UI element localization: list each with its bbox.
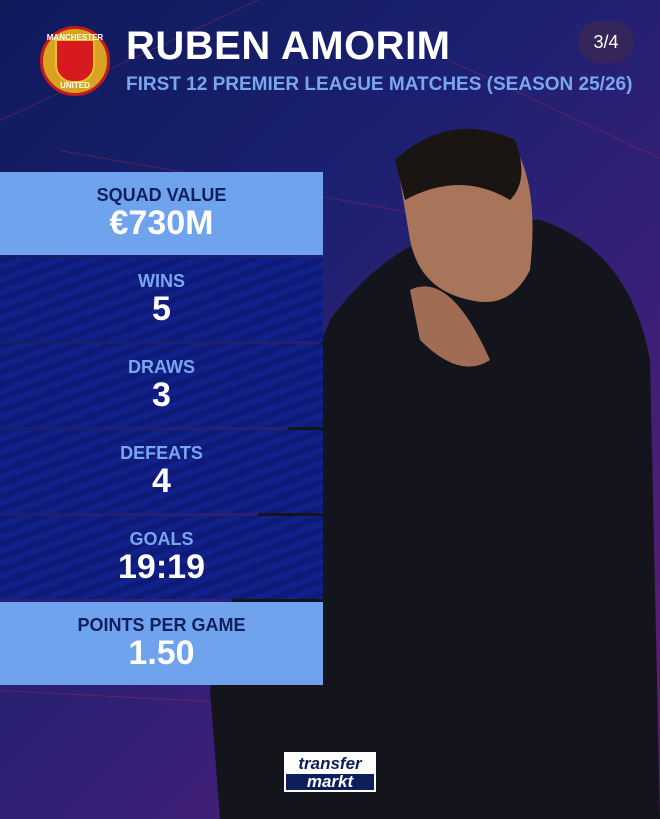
stat-value: €730M: [109, 204, 214, 243]
page-title: RUBEN AMORIM: [126, 24, 451, 68]
logo-line2: markt: [306, 772, 354, 791]
stat-points-per-game: POINTS PER GAME 1.50: [0, 602, 323, 685]
stat-wins: WINS 5: [0, 258, 323, 341]
slide-counter[interactable]: 3/4: [578, 21, 634, 63]
stat-value: 1.50: [128, 634, 195, 673]
stat-value: 5: [152, 290, 171, 329]
stat-label: DRAWS: [128, 357, 195, 378]
stat-value: 19:19: [118, 548, 205, 587]
stat-defeats: DEFEATS 4: [0, 430, 323, 513]
stat-value: 4: [152, 462, 171, 501]
manchester-united-crest: MANCHESTER UNITED: [40, 26, 110, 96]
stat-goals: GOALS 19:19: [0, 516, 323, 599]
stat-squad-value: SQUAD VALUE €730M: [0, 172, 323, 255]
stat-value: 3: [152, 376, 171, 415]
crest-shield: [55, 39, 95, 83]
transfermarkt-logo: transfer markt: [284, 752, 376, 792]
crest-bottom-text: UNITED: [60, 81, 90, 90]
stat-label: WINS: [138, 271, 185, 292]
stat-label: DEFEATS: [120, 443, 203, 464]
crest-top-text: MANCHESTER: [46, 33, 104, 42]
stat-label: POINTS PER GAME: [77, 615, 246, 636]
page-subtitle: FIRST 12 PREMIER LEAGUE MATCHES (SEASON …: [126, 74, 633, 95]
stat-label: GOALS: [129, 529, 194, 550]
stat-draws: DRAWS 3: [0, 344, 323, 427]
stat-label: SQUAD VALUE: [96, 185, 227, 206]
logo-line1: transfer: [286, 754, 374, 774]
